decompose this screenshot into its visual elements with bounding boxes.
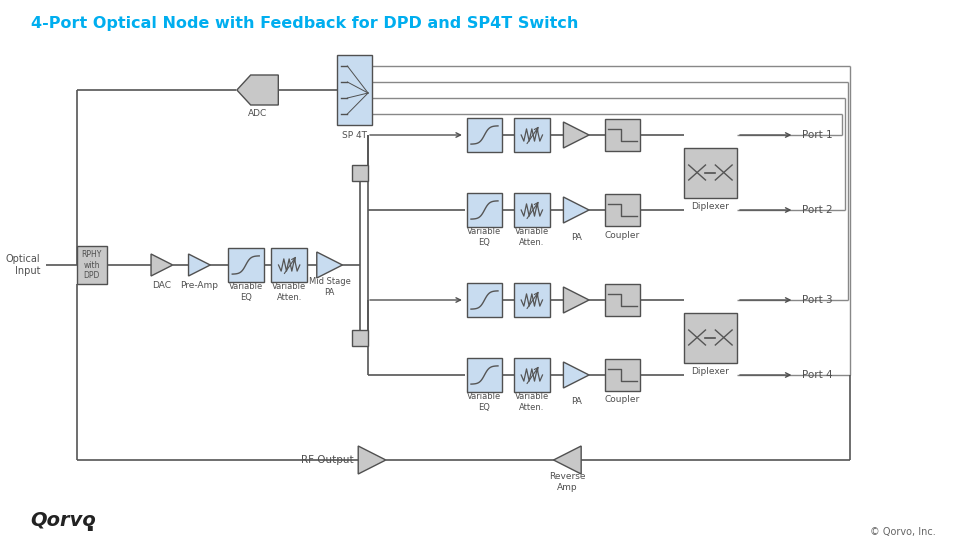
Text: Port 2: Port 2 bbox=[803, 205, 832, 215]
Polygon shape bbox=[151, 254, 173, 276]
Polygon shape bbox=[564, 197, 589, 223]
Text: Variable
EQ: Variable EQ bbox=[468, 392, 502, 412]
Text: Pre-Amp: Pre-Amp bbox=[180, 280, 218, 289]
Text: SP 4T: SP 4T bbox=[342, 130, 367, 140]
Text: ADC: ADC bbox=[248, 109, 267, 118]
Polygon shape bbox=[564, 362, 589, 388]
Polygon shape bbox=[564, 122, 589, 148]
Text: Coupler: Coupler bbox=[605, 230, 640, 239]
Bar bbox=[605, 284, 640, 316]
Text: Reverse
Amp: Reverse Amp bbox=[549, 472, 586, 492]
Text: Diplexer: Diplexer bbox=[691, 202, 730, 211]
Text: Variable
EQ: Variable EQ bbox=[228, 282, 263, 302]
Text: © Qorvo, Inc.: © Qorvo, Inc. bbox=[870, 527, 935, 537]
Bar bbox=[515, 193, 550, 227]
Text: DAC: DAC bbox=[153, 280, 172, 289]
Text: Variable
Atten.: Variable Atten. bbox=[272, 282, 306, 302]
Text: Qorvo: Qorvo bbox=[31, 510, 96, 530]
Text: Variable
EQ: Variable EQ bbox=[468, 227, 502, 247]
Bar bbox=[515, 118, 550, 152]
Bar bbox=[515, 358, 550, 392]
Bar bbox=[605, 194, 640, 226]
Text: Mid Stage
PA: Mid Stage PA bbox=[309, 277, 350, 296]
Text: 4-Port Optical Node with Feedback for DPD and SP4T Switch: 4-Port Optical Node with Feedback for DP… bbox=[31, 16, 578, 31]
Bar bbox=[77, 246, 107, 284]
Polygon shape bbox=[317, 252, 343, 278]
Text: Port 3: Port 3 bbox=[803, 295, 832, 305]
Bar bbox=[515, 283, 550, 317]
Bar bbox=[467, 193, 502, 227]
Text: Diplexer: Diplexer bbox=[691, 367, 730, 376]
Bar bbox=[228, 248, 263, 282]
Text: Port 4: Port 4 bbox=[803, 370, 832, 380]
Text: Port 1: Port 1 bbox=[803, 130, 832, 140]
Bar bbox=[467, 118, 502, 152]
Polygon shape bbox=[188, 254, 210, 276]
Text: PA: PA bbox=[571, 398, 582, 406]
Text: RF Output: RF Output bbox=[301, 455, 353, 465]
Bar bbox=[337, 55, 372, 125]
Polygon shape bbox=[554, 446, 581, 474]
Text: Variable
Atten.: Variable Atten. bbox=[515, 392, 549, 412]
Polygon shape bbox=[564, 287, 589, 313]
Text: RPHY
with
DPD: RPHY with DPD bbox=[82, 250, 102, 280]
Text: Coupler: Coupler bbox=[605, 395, 640, 404]
Bar bbox=[605, 359, 640, 391]
Bar bbox=[352, 164, 368, 180]
Text: Optical
Input: Optical Input bbox=[6, 254, 40, 276]
Bar bbox=[467, 358, 502, 392]
Bar bbox=[684, 312, 737, 362]
Text: PA: PA bbox=[571, 233, 582, 241]
Bar bbox=[272, 248, 307, 282]
Bar bbox=[605, 119, 640, 151]
Bar bbox=[467, 283, 502, 317]
Polygon shape bbox=[237, 75, 278, 105]
Text: .: . bbox=[84, 509, 95, 537]
Text: Variable
Atten.: Variable Atten. bbox=[515, 227, 549, 247]
Bar bbox=[352, 329, 368, 345]
Bar bbox=[684, 147, 737, 197]
Polygon shape bbox=[358, 446, 386, 474]
